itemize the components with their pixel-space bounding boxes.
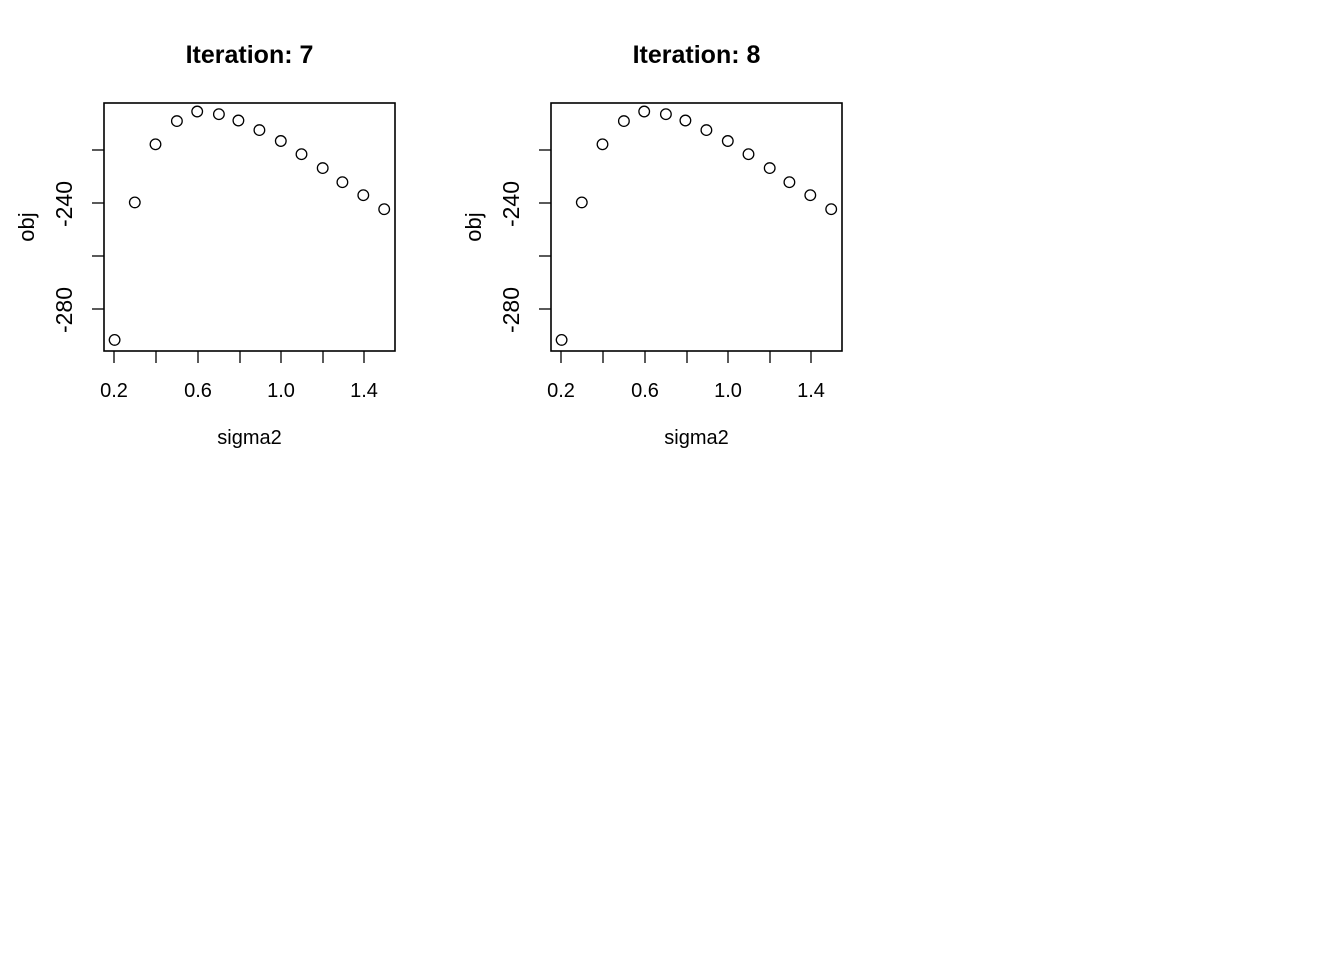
svg-text:1.0: 1.0 bbox=[267, 380, 295, 402]
svg-text:-280: -280 bbox=[498, 287, 524, 333]
svg-text:1.4: 1.4 bbox=[350, 380, 378, 402]
svg-text:obj: obj bbox=[14, 212, 39, 241]
svg-text:Iteration: 7: Iteration: 7 bbox=[186, 41, 314, 69]
svg-text:1.0: 1.0 bbox=[714, 380, 742, 402]
svg-text:-280: -280 bbox=[51, 287, 77, 333]
svg-text:sigma2: sigma2 bbox=[217, 427, 281, 449]
svg-text:obj: obj bbox=[461, 212, 486, 241]
svg-text:0.6: 0.6 bbox=[631, 380, 659, 402]
svg-text:0.6: 0.6 bbox=[184, 380, 212, 402]
svg-text:-240: -240 bbox=[498, 181, 524, 227]
svg-text:1.4: 1.4 bbox=[797, 380, 825, 402]
svg-text:Iteration: 8: Iteration: 8 bbox=[633, 41, 761, 69]
svg-text:-240: -240 bbox=[51, 181, 77, 227]
svg-text:sigma2: sigma2 bbox=[664, 427, 728, 449]
svg-text:0.2: 0.2 bbox=[100, 380, 128, 402]
svg-text:0.2: 0.2 bbox=[547, 380, 575, 402]
